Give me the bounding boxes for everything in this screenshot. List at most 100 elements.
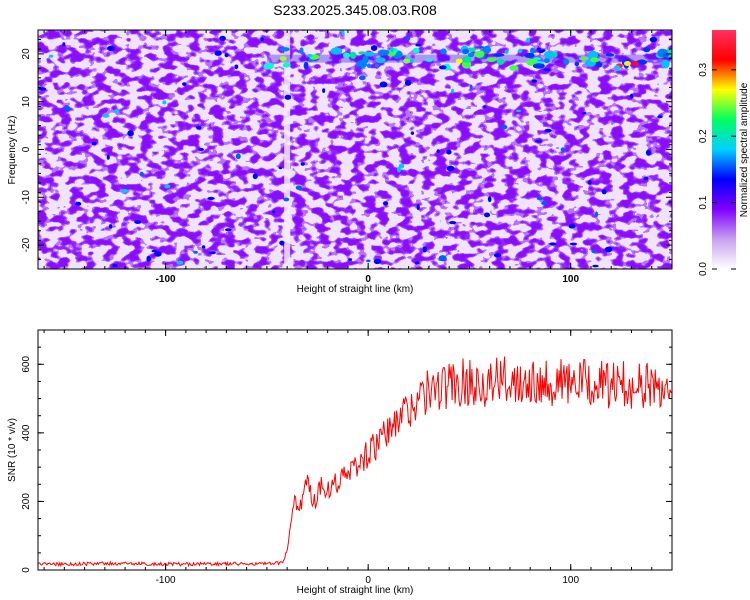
band-blob — [349, 51, 357, 59]
band-blob — [532, 63, 545, 69]
band-blob — [412, 47, 420, 54]
band-blob — [263, 63, 274, 70]
noise-blob — [604, 246, 613, 253]
noise-blob — [207, 196, 215, 200]
band-blob — [642, 46, 651, 53]
y-tick-label: 10 — [21, 96, 32, 108]
band-blob — [482, 45, 492, 54]
noise-blob — [279, 240, 285, 246]
noise-blob — [272, 210, 276, 214]
noise-blob — [182, 82, 187, 86]
y-tick-label: -20 — [21, 237, 32, 252]
noise-blob — [436, 149, 440, 153]
noise-blob — [164, 184, 171, 189]
colorbar-tick-label: 0.2 — [698, 129, 709, 143]
noise-blob — [91, 141, 97, 146]
noise-blob — [341, 30, 345, 36]
noise-blob — [224, 53, 229, 58]
noise-blob — [493, 253, 502, 258]
noise-blob — [543, 68, 551, 72]
noise-blob — [404, 79, 412, 86]
colorbar-tick-label: 0.3 — [698, 62, 709, 76]
noise-blob — [406, 36, 411, 41]
band-blob — [530, 47, 536, 54]
noise-blob — [113, 109, 120, 114]
band-hotspot — [403, 58, 411, 64]
snr-x-axis-label: Height of straight line (km) — [297, 585, 414, 596]
noise-blob — [568, 223, 576, 229]
noise-blob — [629, 93, 634, 99]
noise-blob — [196, 125, 202, 130]
band-blob — [330, 47, 343, 55]
y-tick-label: 0 — [21, 567, 32, 573]
noise-blob — [614, 64, 620, 71]
noise-blob — [193, 250, 198, 254]
noise-blob — [477, 45, 485, 49]
noise-blob — [591, 249, 597, 254]
band-blob — [342, 52, 351, 59]
band-hotspot — [279, 56, 287, 62]
noise-blob — [657, 115, 663, 119]
noise-blob — [208, 251, 216, 255]
noise-blob — [487, 196, 492, 203]
noise-blob — [348, 258, 353, 261]
noise-blob — [366, 259, 371, 263]
noise-blob — [469, 84, 473, 90]
spectrogram-axes — [38, 29, 673, 270]
noise-blob — [526, 37, 531, 43]
noise-blob — [306, 53, 313, 57]
band-blob — [303, 61, 309, 70]
noise-blob — [592, 264, 599, 268]
noise-blob — [544, 128, 552, 133]
noise-blob — [234, 64, 239, 70]
noise-blob — [102, 114, 110, 118]
noise-blob — [112, 264, 118, 268]
band-blob — [377, 49, 390, 56]
noise-blob — [373, 258, 382, 265]
noise-blob — [462, 48, 470, 55]
noise-blob — [594, 211, 599, 218]
snr-panel: -100 0 100 0 200 400 600 Height of straight l… — [7, 329, 673, 596]
colorbar-ticks: 0.0 0.1 0.2 0.3 — [698, 62, 736, 276]
band-blob — [474, 50, 485, 58]
x-tick-label: -100 — [156, 274, 176, 285]
band-blob — [375, 57, 386, 64]
noise-blob — [260, 37, 264, 42]
y-tick-label: 400 — [21, 424, 32, 441]
band-blob — [440, 48, 447, 55]
noise-blob — [278, 166, 283, 170]
noise-blob — [162, 100, 167, 105]
band-blob — [563, 58, 570, 66]
noise-blob — [358, 66, 362, 70]
noise-blob — [214, 50, 222, 56]
noise-blob — [560, 147, 566, 152]
noise-blob — [252, 173, 258, 180]
noise-blob — [201, 245, 206, 249]
band-blob — [362, 55, 369, 64]
noise-blob — [601, 189, 607, 195]
snr-x-tick-labels: -100 0 100 — [156, 575, 580, 586]
x-tick-label: 100 — [562, 274, 579, 285]
noise-blob — [295, 185, 303, 191]
band-blob — [486, 57, 497, 63]
snr-series-line — [38, 356, 672, 568]
noise-blob — [176, 260, 184, 265]
band-blob — [504, 49, 509, 55]
noise-blob — [219, 35, 226, 42]
noise-blob — [284, 94, 292, 100]
band-blob — [524, 52, 535, 59]
colorbar-label: Normalized spectral amplitude — [739, 82, 750, 217]
noise-blob — [108, 224, 113, 229]
noise-blob — [410, 131, 415, 135]
band-blob — [579, 56, 588, 61]
y-tick-label: -10 — [21, 190, 32, 205]
noise-blob — [446, 165, 455, 172]
y-tick-label: 0 — [21, 146, 32, 152]
x-tick-label: 100 — [562, 575, 579, 586]
noise-blob — [542, 49, 546, 52]
spectrogram-y-tick-labels: -20 -10 0 10 20 — [21, 48, 32, 252]
noise-blob — [283, 197, 290, 202]
noise-blob — [198, 147, 204, 151]
